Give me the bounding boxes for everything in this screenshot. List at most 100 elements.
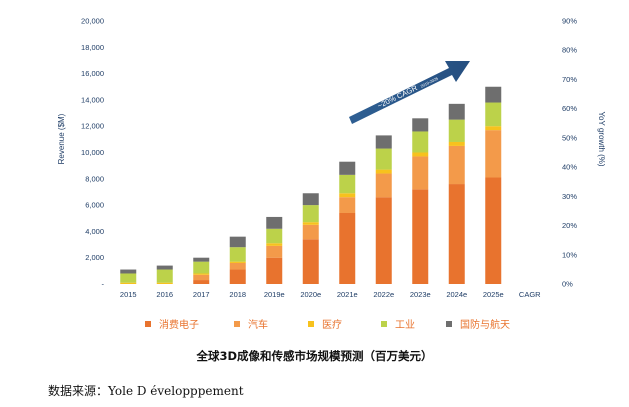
y2-tick-label: 10% [562, 250, 577, 259]
x-tick-label: 2025e [483, 290, 504, 299]
bar-segment [339, 212, 356, 284]
bar-segment [229, 236, 246, 248]
y2-tick-label: 50% [562, 133, 577, 142]
x-tick-label: 2015 [120, 290, 137, 299]
bar-segment [485, 130, 502, 178]
bar-segment [229, 247, 246, 262]
y2-tick-label: 20% [562, 221, 577, 230]
bar-segment [229, 269, 246, 284]
bar-segment [266, 228, 283, 244]
bar-segment [448, 141, 465, 146]
bar-segment [156, 269, 173, 283]
y2-tick-label: 90% [562, 17, 577, 26]
bar-segment [193, 257, 210, 262]
y2-tick-label: 30% [562, 192, 577, 201]
bar-segment [156, 265, 173, 270]
bar-segment [485, 102, 502, 127]
legend: 消费电子 汽车 医疗 工业 国防与航天 [145, 318, 510, 331]
right-axis: 0% 10% 20% 30% 40% 50% 60% 70% 80% 90% [562, 17, 577, 289]
bar-segment [339, 197, 356, 213]
bar-segment [193, 274, 210, 281]
bar-segment [412, 189, 429, 284]
cagr-arrow-shape [349, 61, 470, 124]
legend-label: 医疗 [322, 318, 342, 331]
bar-segment [120, 273, 137, 283]
chart: - 2,000 4,000 6,000 8,000 10,000 12,000 14,000 1… [57, 17, 606, 332]
x-tick-label: 2024e [446, 290, 467, 299]
x-tick-label: 2016 [156, 290, 173, 299]
bar-segment [266, 243, 283, 246]
legend-swatch [381, 321, 387, 327]
y-tick-label: - [102, 280, 105, 289]
bar-segment [375, 135, 392, 149]
bar-segment [412, 118, 429, 132]
bar-segment [266, 216, 283, 229]
y-tick-label: 8,000 [85, 174, 104, 183]
bar-segment [193, 280, 210, 284]
bar-segment [302, 193, 319, 206]
left-axis: - 2,000 4,000 6,000 8,000 10,000 12,000 14,000 1… [81, 17, 104, 289]
y-tick-label: 12,000 [81, 122, 104, 131]
legend-swatch [446, 321, 452, 327]
bar-segment [302, 205, 319, 223]
x-tick-label: 2021e [337, 290, 358, 299]
bar-segment [412, 131, 429, 153]
legend-item: 医疗 [308, 318, 342, 331]
legend-label: 汽车 [248, 318, 268, 331]
legend-item: 汽车 [234, 318, 268, 331]
legend-item: 国防与航天 [446, 318, 510, 331]
y-tick-label: 2,000 [85, 253, 104, 262]
legend-label: 国防与航天 [460, 318, 510, 331]
x-tick-label: CAGR [519, 290, 541, 299]
legend-label: 工业 [395, 319, 415, 331]
bar-segment [339, 193, 356, 198]
y2-tick-label: 70% [562, 75, 577, 84]
bar-segment [266, 245, 283, 258]
bar-segment [412, 152, 429, 157]
legend-label: 消费电子 [159, 318, 199, 331]
y2-tick-label: 80% [562, 46, 577, 55]
bars [120, 86, 502, 284]
legend-swatch [308, 321, 314, 327]
x-tick-label: 2020e [300, 290, 321, 299]
x-tick-label: 2023e [410, 290, 431, 299]
y-tick-label: 4,000 [85, 227, 104, 236]
y2-tick-label: 40% [562, 163, 577, 172]
bar-segment [375, 169, 392, 174]
y2-tick-label: 0% [562, 280, 573, 289]
bar-segment [302, 239, 319, 284]
bar-segment [339, 174, 356, 194]
bar-segment [375, 197, 392, 284]
source-note: 数据来源：Yole D évelopppement [48, 384, 244, 398]
legend-swatch [234, 321, 240, 327]
bar-segment [448, 145, 465, 185]
bar-segment [448, 103, 465, 120]
x-tick-label: 2022e [373, 290, 394, 299]
bar-segment [156, 282, 173, 284]
bar-segment [193, 261, 210, 274]
bar-segment [485, 126, 502, 131]
y2-tick-label: 60% [562, 104, 577, 113]
bar-segment [448, 184, 465, 284]
bar-segment [375, 148, 392, 170]
bar-segment [193, 273, 210, 275]
bar-segment [448, 119, 465, 142]
y-tick-label: 18,000 [81, 43, 104, 52]
chart-caption: 全球3D成像和传感市场规模预测（百万美元） [196, 349, 433, 363]
bar-segment [266, 257, 283, 284]
legend-swatch [145, 321, 151, 327]
y-axis-title: Revenue ($M) [57, 113, 66, 164]
bar-segment [229, 261, 246, 263]
y2-axis-title: YoY growth (%) [597, 111, 606, 166]
y-tick-label: 10,000 [81, 148, 104, 157]
x-tick-label: 2017 [193, 290, 210, 299]
bar-segment [120, 282, 137, 284]
y-tick-label: 6,000 [85, 201, 104, 210]
legend-item: 消费电子 [145, 318, 199, 331]
x-tick-label: 2019e [264, 290, 285, 299]
bar-segment [485, 86, 502, 103]
bar-segment [302, 224, 319, 240]
bar-segment [375, 173, 392, 198]
bar-segment [485, 177, 502, 284]
